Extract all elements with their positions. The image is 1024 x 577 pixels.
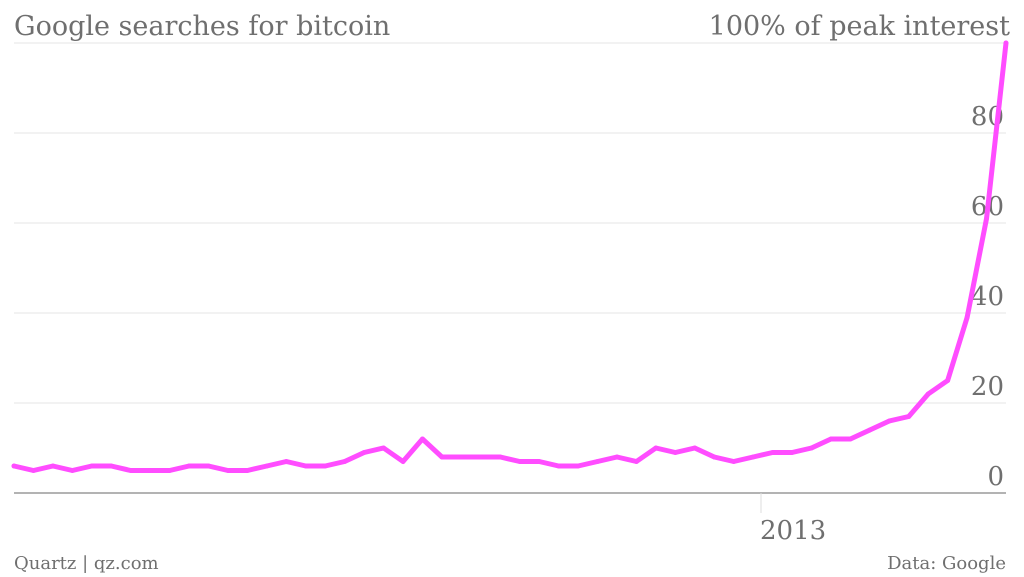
data-point [206, 463, 211, 469]
data-point [906, 414, 912, 419]
data-point [322, 463, 328, 469]
data-point [497, 454, 503, 460]
data-point [984, 216, 989, 221]
data-point [672, 450, 678, 455]
footer-source-right: Data: Google [887, 553, 1006, 574]
chart-title: Google searches for bitcoin [14, 11, 390, 42]
data-point [1003, 40, 1009, 46]
data-point [867, 427, 873, 433]
data-point [342, 459, 348, 464]
series-line-bitcoin-searches [11, 40, 1009, 473]
data-point [789, 450, 795, 455]
data-point [361, 450, 367, 455]
data-point [517, 459, 523, 464]
data-point [420, 436, 425, 442]
data-point [108, 463, 114, 469]
data-point [614, 454, 620, 460]
data-point [964, 315, 970, 320]
data-point [750, 454, 756, 460]
y-tick-label-40: 40 [971, 282, 1004, 312]
data-point [283, 459, 289, 464]
x-tick-label-2013: 2013 [760, 516, 826, 546]
data-point [128, 468, 134, 473]
data-point [770, 450, 775, 455]
data-point [575, 463, 581, 469]
data-point [847, 436, 853, 442]
y-tick-label-0: 0 [987, 462, 1004, 492]
data-point [167, 468, 173, 473]
data-point [925, 391, 931, 397]
data-point [381, 445, 386, 451]
data-point [458, 454, 464, 460]
data-point [536, 459, 542, 464]
gridlines [14, 42, 1006, 404]
data-point [303, 463, 309, 469]
data-point [556, 463, 562, 469]
data-point [89, 463, 95, 469]
data-point [653, 445, 659, 451]
data-point [186, 463, 192, 469]
data-point [731, 459, 737, 464]
data-point [595, 459, 600, 464]
data-point [245, 468, 250, 473]
y-axis-label: 100% of peak interest [709, 11, 1011, 42]
data-point [439, 454, 445, 460]
data-point [828, 436, 834, 442]
data-point [478, 454, 484, 460]
data-point [886, 418, 892, 424]
data-point [11, 463, 17, 469]
data-point [50, 463, 56, 469]
data-point [692, 445, 698, 451]
data-point [945, 378, 951, 383]
data-point [264, 463, 270, 469]
data-point [400, 459, 406, 464]
data-point [711, 454, 717, 460]
data-point [147, 468, 153, 473]
y-tick-label-20: 20 [971, 372, 1004, 402]
data-point [809, 445, 814, 451]
data-point [634, 459, 639, 464]
data-point [31, 468, 36, 473]
footer-source-left: Quartz | qz.com [14, 553, 159, 574]
series-points [11, 40, 1009, 473]
data-point [69, 468, 75, 473]
data-point [225, 468, 231, 473]
